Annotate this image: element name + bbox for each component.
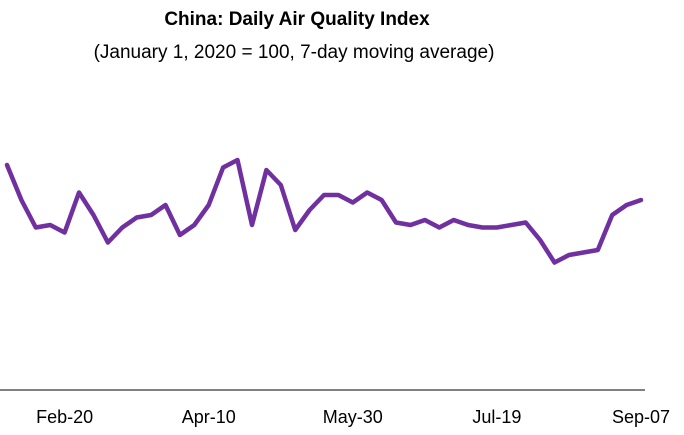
data-line xyxy=(4,157,644,265)
x-tick-label: May-30 xyxy=(323,407,383,427)
x-tick-label: Sep-07 xyxy=(612,407,670,427)
chart-subtitle: (January 1, 2020 = 100, 7-day moving ave… xyxy=(94,42,495,63)
chart-title: China: Daily Air Quality Index xyxy=(164,9,430,30)
x-tick-label: Feb-20 xyxy=(36,407,93,427)
x-tick-label: Apr-10 xyxy=(182,407,236,427)
x-tick-label: Jul-19 xyxy=(472,407,521,427)
